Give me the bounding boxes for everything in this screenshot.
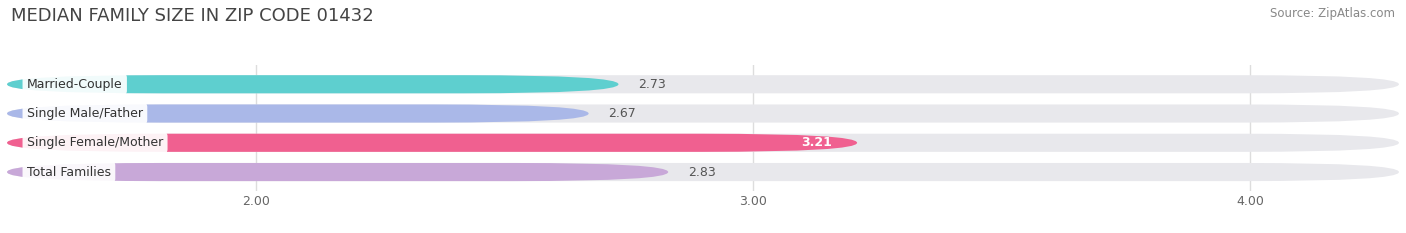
- FancyBboxPatch shape: [7, 104, 589, 123]
- Text: MEDIAN FAMILY SIZE IN ZIP CODE 01432: MEDIAN FAMILY SIZE IN ZIP CODE 01432: [11, 7, 374, 25]
- FancyBboxPatch shape: [7, 104, 1399, 123]
- Text: Source: ZipAtlas.com: Source: ZipAtlas.com: [1270, 7, 1395, 20]
- Text: Total Families: Total Families: [27, 165, 111, 178]
- Text: Married-Couple: Married-Couple: [27, 78, 122, 91]
- FancyBboxPatch shape: [7, 75, 1399, 93]
- Text: 3.21: 3.21: [801, 136, 832, 149]
- Text: 2.73: 2.73: [638, 78, 666, 91]
- Text: Single Male/Father: Single Male/Father: [27, 107, 143, 120]
- FancyBboxPatch shape: [7, 163, 668, 181]
- FancyBboxPatch shape: [7, 163, 1399, 181]
- Text: 2.67: 2.67: [609, 107, 637, 120]
- FancyBboxPatch shape: [7, 134, 858, 152]
- Text: Single Female/Mother: Single Female/Mother: [27, 136, 163, 149]
- Text: 2.83: 2.83: [688, 165, 716, 178]
- FancyBboxPatch shape: [7, 75, 619, 93]
- FancyBboxPatch shape: [7, 134, 1399, 152]
